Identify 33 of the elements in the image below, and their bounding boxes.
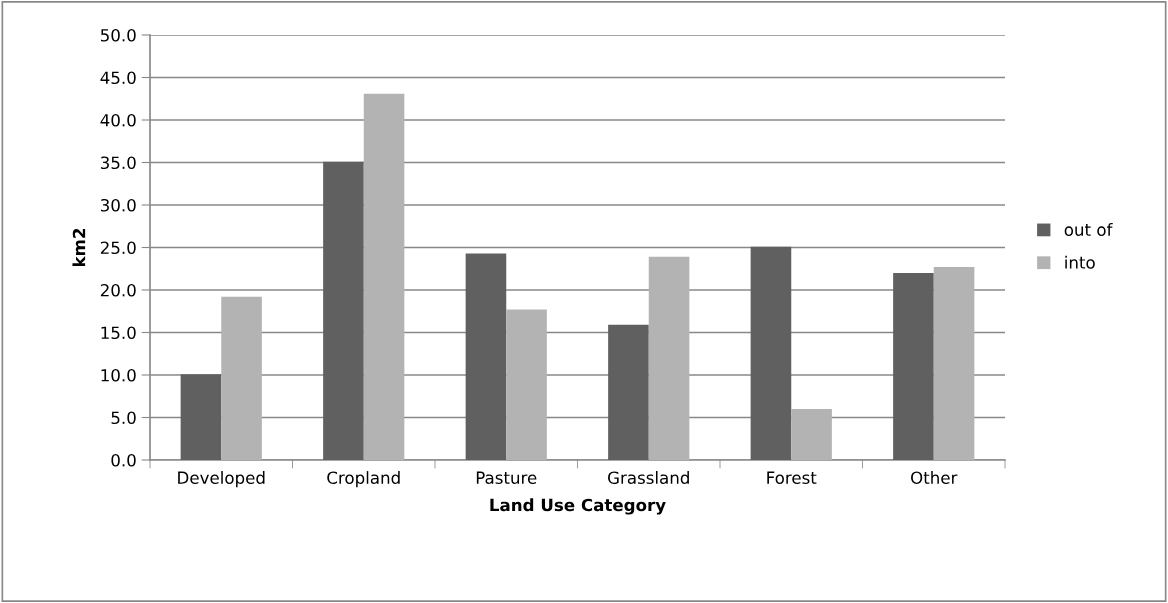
- bar: [933, 267, 975, 460]
- bar: [465, 253, 507, 460]
- y-tick-label: 45.0: [100, 71, 136, 85]
- y-tick-label: 35.0: [100, 156, 136, 170]
- x-tick-label: Forest: [767, 471, 817, 485]
- bar: [180, 374, 222, 460]
- bar: [791, 409, 832, 460]
- y-tick-label: 40.0: [100, 113, 136, 127]
- bar: [363, 93, 405, 460]
- legend-label: into: [1065, 255, 1095, 269]
- y-tick-label: 50.0: [100, 28, 136, 42]
- y-tick-label: 5.0: [111, 411, 136, 425]
- y-tick-label: 10.0: [101, 368, 136, 382]
- legend-label: out of: [1064, 223, 1113, 236]
- bar: [506, 309, 547, 460]
- x-axis-title: Land Use Category: [490, 498, 666, 515]
- x-tick-label: Pasture: [476, 471, 537, 485]
- x-tick-label: Other: [911, 471, 958, 485]
- y-tick-label: 20.0: [100, 283, 136, 297]
- bar: [608, 324, 649, 460]
- bar: [323, 161, 364, 460]
- x-tick-label: Developed: [178, 471, 265, 488]
- bar: [221, 296, 262, 460]
- x-tick-label: Grassland: [608, 471, 689, 485]
- bar: [893, 273, 934, 460]
- y-tick-label: 0.0: [111, 453, 136, 467]
- bar: [750, 246, 792, 460]
- x-tick-label: Cropland: [327, 471, 400, 488]
- y-tick-label: 15.0: [101, 326, 136, 340]
- y-axis-title: km2: [72, 228, 86, 267]
- y-tick-label: 25.0: [100, 241, 136, 255]
- bar: [648, 256, 690, 460]
- y-tick-label: 30.0: [100, 198, 136, 212]
